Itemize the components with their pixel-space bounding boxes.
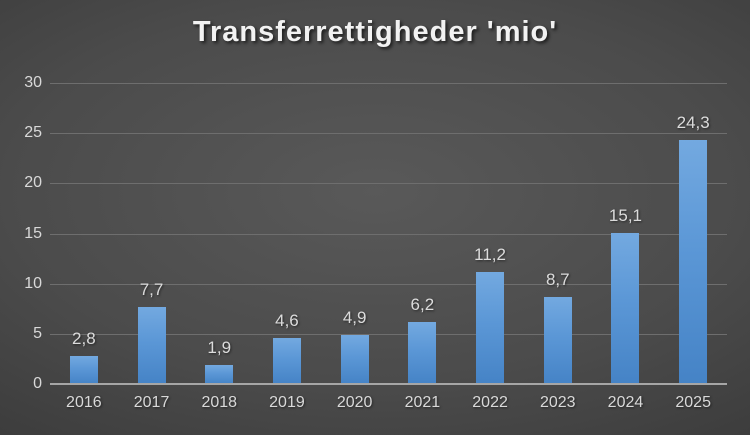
bar-2022 bbox=[476, 271, 505, 384]
value-label-2022: 11,2 bbox=[474, 244, 506, 264]
bar-slot-2023: 8,7 bbox=[524, 83, 592, 384]
value-label-2018: 1,9 bbox=[207, 337, 232, 357]
y-tick-label: 0 bbox=[33, 375, 42, 392]
gridline bbox=[50, 333, 727, 335]
bars-container: 2,8 7,7 1,9 4,6 4,9 6,2 11,2 8,7 15,1 24,3 bbox=[50, 83, 727, 384]
y-tick-label: 10 bbox=[24, 274, 42, 292]
x-tick-label-2019: 2019 bbox=[269, 394, 305, 411]
x-axis-line bbox=[50, 383, 727, 385]
y-tick-label: 30 bbox=[24, 74, 42, 91]
bar-slot-2025: 24,3 bbox=[659, 83, 727, 384]
value-label-2020: 4,9 bbox=[342, 307, 367, 327]
x-tick-label-2024: 2024 bbox=[607, 394, 644, 411]
value-label-2021: 6,2 bbox=[410, 294, 435, 314]
x-tick-label-2023: 2023 bbox=[539, 394, 576, 411]
x-tick-label-2017: 2017 bbox=[133, 394, 170, 411]
bar-2019 bbox=[272, 337, 301, 384]
bar-slot-2018: 1,9 bbox=[185, 83, 253, 384]
y-tick-label: 20 bbox=[24, 174, 42, 192]
bar-slot-2020: 4,9 bbox=[321, 83, 389, 384]
bar-2017 bbox=[137, 306, 166, 384]
gridline bbox=[50, 183, 727, 185]
x-axis-labels: 2016 2017 2018 2019 2020 2021 2022 2023 2024 2025 bbox=[50, 394, 727, 412]
gridline bbox=[50, 83, 727, 84]
x-tick-label-2018: 2018 bbox=[201, 394, 238, 411]
bar-2018 bbox=[205, 364, 234, 384]
bar-slot-2019: 4,6 bbox=[253, 83, 321, 384]
bar-slot-2024: 15,1 bbox=[592, 83, 660, 384]
value-label-2025: 24,3 bbox=[676, 113, 710, 133]
bar-slot-2017: 7,7 bbox=[118, 83, 186, 384]
bar-2021 bbox=[408, 321, 437, 384]
bar-slot-2016: 2,8 bbox=[50, 83, 118, 384]
bar-2024 bbox=[611, 232, 640, 384]
y-tick-label: 15 bbox=[24, 224, 42, 242]
plot-area: 2,8 7,7 1,9 4,6 4,9 6,2 11,2 8,7 15,1 24,3 bbox=[50, 83, 727, 385]
chart-title: Transferrettigheder 'mio' bbox=[192, 16, 558, 48]
y-tick-label: 25 bbox=[24, 124, 42, 142]
bar-2016 bbox=[69, 355, 98, 384]
value-label-2019: 4,6 bbox=[275, 310, 299, 330]
value-label-2024: 15,1 bbox=[608, 205, 643, 225]
value-label-2016: 2,8 bbox=[72, 328, 96, 348]
bar-2020 bbox=[340, 334, 369, 384]
value-label-2023: 8,7 bbox=[545, 269, 570, 289]
gridline bbox=[50, 283, 727, 285]
x-tick-label-2016: 2016 bbox=[66, 394, 102, 411]
gridline bbox=[50, 133, 727, 135]
x-tick-label-2022: 2022 bbox=[472, 394, 508, 411]
bar-slot-2021: 6,2 bbox=[389, 83, 457, 384]
x-tick-label-2021: 2021 bbox=[404, 394, 441, 411]
x-tick-label-2020: 2020 bbox=[336, 394, 373, 411]
gridline bbox=[50, 233, 727, 235]
value-label-2017: 7,7 bbox=[139, 279, 164, 299]
bar-2023 bbox=[543, 296, 572, 384]
bar-slot-2022: 11,2 bbox=[456, 83, 524, 384]
x-tick-label-2025: 2025 bbox=[675, 394, 711, 411]
y-axis-labels: 0 5 10 15 20 25 30 bbox=[6, 74, 42, 392]
bar-2025 bbox=[679, 140, 708, 384]
y-tick-label: 5 bbox=[33, 324, 42, 342]
